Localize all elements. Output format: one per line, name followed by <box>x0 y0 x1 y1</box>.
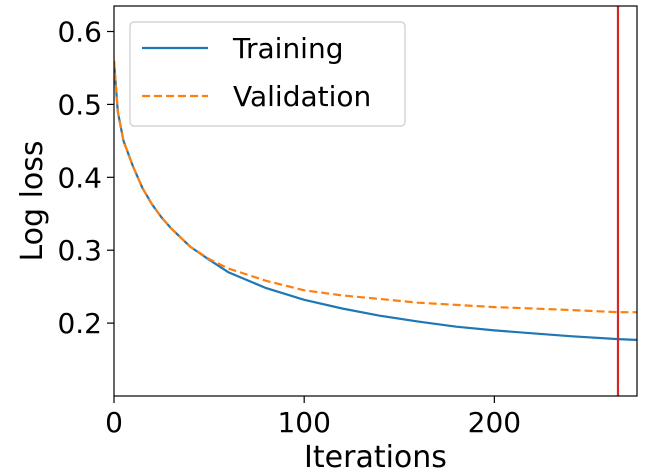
y-axis-label: Log loss <box>15 140 50 261</box>
legend-label-training: Training <box>232 32 343 65</box>
legend-label-validation: Validation <box>233 80 371 113</box>
x-tick-label: 100 <box>277 406 330 439</box>
legend: Training Validation <box>129 21 406 127</box>
series-layer <box>114 60 637 341</box>
x-tick-label: 200 <box>468 406 521 439</box>
series-line-training <box>114 60 637 341</box>
y-tick-label: 0.4 <box>57 161 102 194</box>
series-line-validation <box>114 60 637 314</box>
y-tick-label: 0.2 <box>57 307 102 340</box>
ticks-layer: 0.2 0.3 0.4 0.5 0.6 0 100 200 <box>57 16 521 439</box>
y-tick-label: 0.3 <box>57 234 102 267</box>
y-tick-label: 0.5 <box>57 88 102 121</box>
x-axis-label: Iterations <box>304 440 447 472</box>
plot-frame <box>113 5 638 397</box>
x-tick-label: 0 <box>105 406 123 439</box>
y-tick-label: 0.6 <box>57 16 102 49</box>
